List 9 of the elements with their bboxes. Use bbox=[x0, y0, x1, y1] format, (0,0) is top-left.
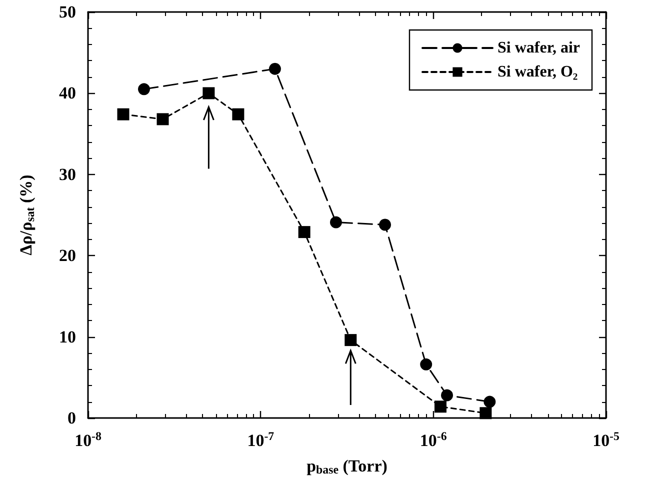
y-tick-label: 10 bbox=[59, 327, 76, 346]
y-tick-label: 0 bbox=[68, 408, 76, 428]
y-tick-label: 20 bbox=[59, 246, 76, 266]
legend-label: Si wafer, O₂ bbox=[497, 64, 578, 80]
legend-label: Si wafer, air bbox=[497, 40, 580, 56]
y-tick-label: 40 bbox=[59, 84, 76, 103]
y-tick-label: 30 bbox=[59, 164, 76, 184]
y-tick-label: 50 bbox=[59, 2, 76, 22]
y-axis-title: Δρ/ρsat (%) bbox=[16, 174, 37, 256]
